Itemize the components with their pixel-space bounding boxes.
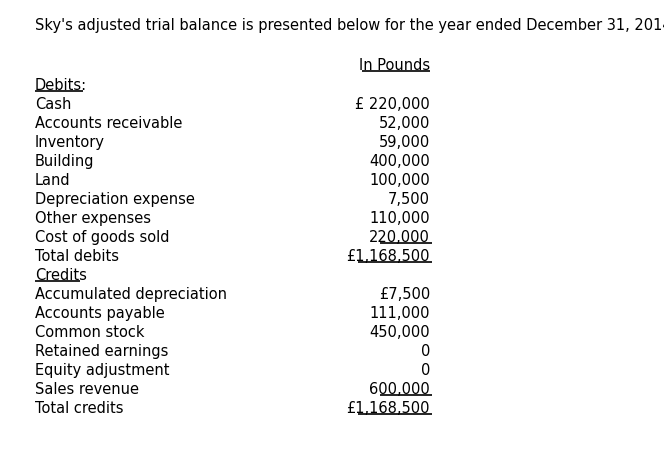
Text: £1,168,500: £1,168,500	[347, 249, 430, 263]
Text: 111,000: 111,000	[369, 305, 430, 320]
Text: 400,000: 400,000	[369, 154, 430, 169]
Text: 110,000: 110,000	[369, 211, 430, 226]
Text: Total debits: Total debits	[35, 249, 119, 263]
Text: Total credits: Total credits	[35, 400, 124, 415]
Text: 0: 0	[420, 362, 430, 377]
Text: £ 220,000: £ 220,000	[355, 97, 430, 112]
Text: £7,500: £7,500	[378, 286, 430, 301]
Text: Debits:: Debits:	[35, 78, 87, 93]
Text: 450,000: 450,000	[369, 324, 430, 339]
Text: 0: 0	[420, 343, 430, 358]
Text: Building: Building	[35, 154, 94, 169]
Text: 100,000: 100,000	[369, 173, 430, 188]
Text: Accounts receivable: Accounts receivable	[35, 116, 183, 131]
Text: Depreciation expense: Depreciation expense	[35, 192, 195, 207]
Text: Accumulated depreciation: Accumulated depreciation	[35, 286, 227, 301]
Text: Common stock: Common stock	[35, 324, 145, 339]
Text: In Pounds: In Pounds	[359, 58, 430, 73]
Text: Accounts payable: Accounts payable	[35, 305, 165, 320]
Text: Equity adjustment: Equity adjustment	[35, 362, 169, 377]
Text: Land: Land	[35, 173, 70, 188]
Text: £1,168,500: £1,168,500	[347, 400, 430, 415]
Text: 59,000: 59,000	[378, 135, 430, 150]
Text: Inventory: Inventory	[35, 135, 105, 150]
Text: Cost of goods sold: Cost of goods sold	[35, 230, 169, 244]
Text: 7,500: 7,500	[388, 192, 430, 207]
Text: 600,000: 600,000	[369, 381, 430, 396]
Text: Sales revenue: Sales revenue	[35, 381, 139, 396]
Text: Cash: Cash	[35, 97, 71, 112]
Text: Retained earnings: Retained earnings	[35, 343, 169, 358]
Text: Other expenses: Other expenses	[35, 211, 151, 226]
Text: 52,000: 52,000	[378, 116, 430, 131]
Text: Sky's adjusted trial balance is presented below for the year ended December 31, : Sky's adjusted trial balance is presente…	[35, 18, 664, 33]
Text: 220,000: 220,000	[369, 230, 430, 244]
Text: Credits: Credits	[35, 267, 87, 282]
